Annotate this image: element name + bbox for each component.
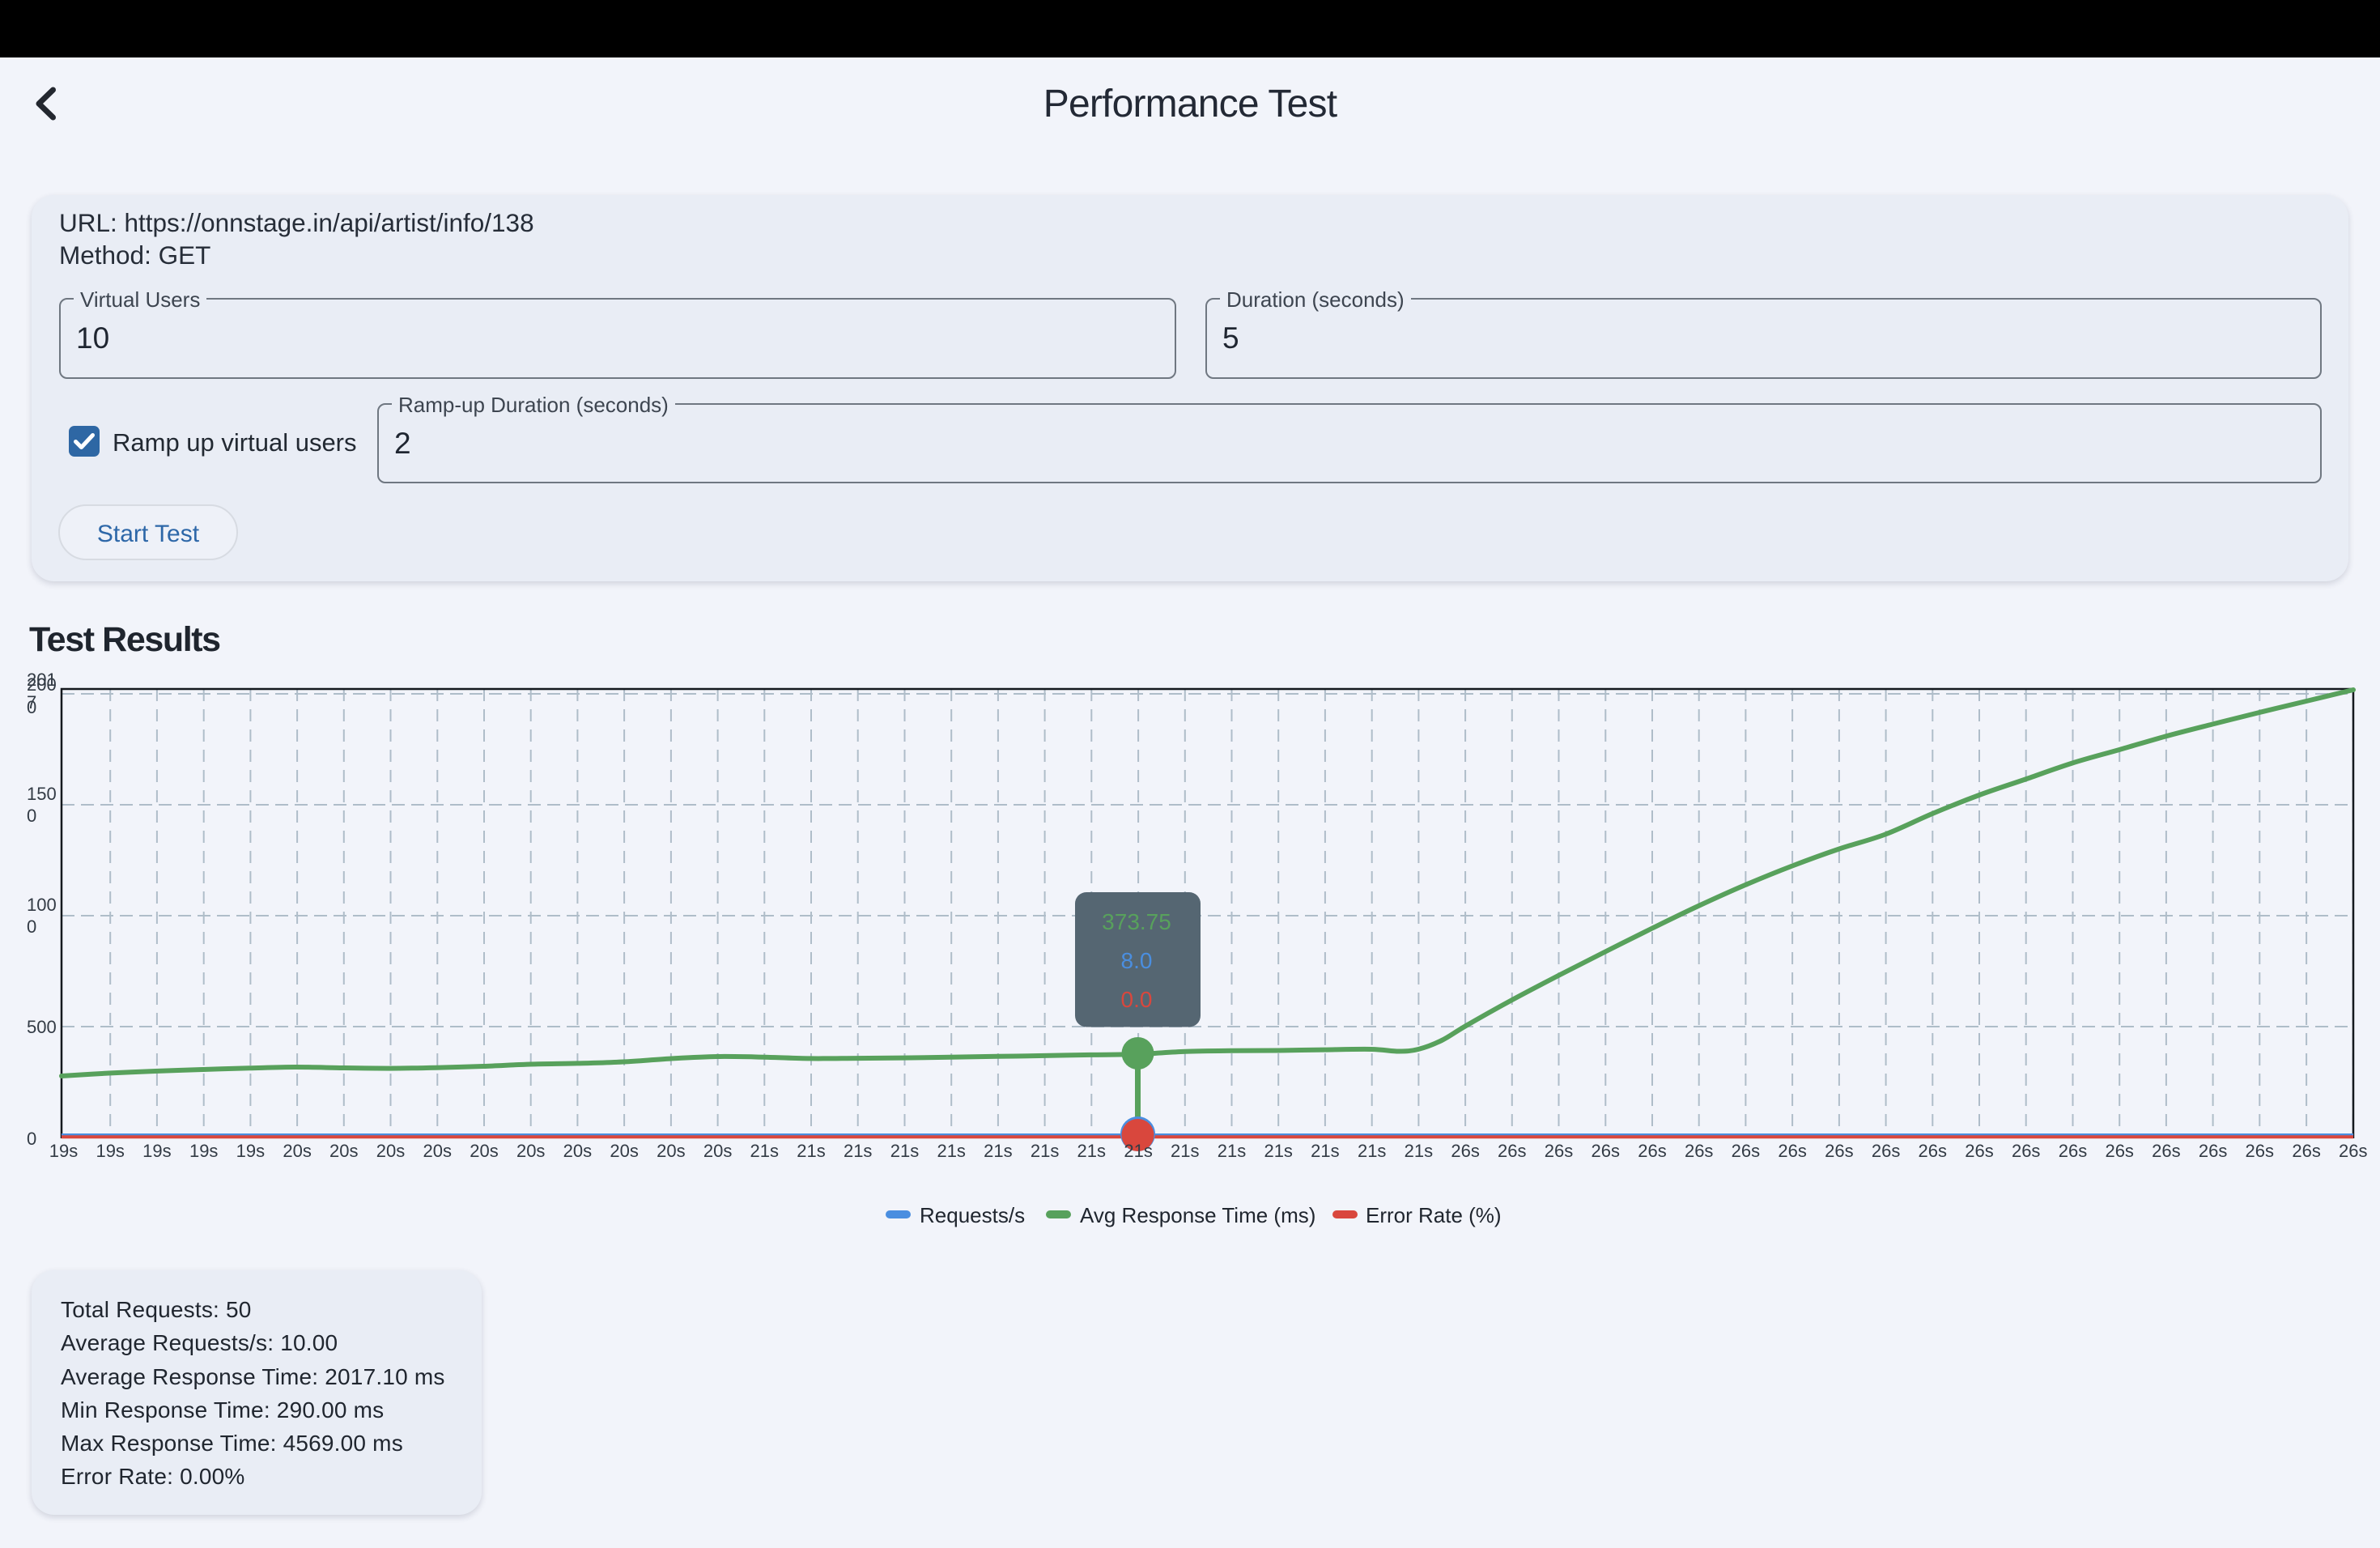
svg-text:20s: 20s [610, 1141, 638, 1161]
svg-text:26s: 26s [2152, 1141, 2180, 1161]
svg-text:26s: 26s [2012, 1141, 2040, 1161]
svg-text:100: 100 [27, 895, 57, 915]
svg-text:26s: 26s [2199, 1141, 2227, 1161]
svg-text:26s: 26s [2246, 1141, 2274, 1161]
svg-text:200: 200 [27, 674, 57, 695]
svg-text:26s: 26s [1778, 1141, 1806, 1161]
svg-text:21s: 21s [1358, 1141, 1386, 1161]
svg-text:20s: 20s [563, 1141, 592, 1161]
svg-text:26s: 26s [1965, 1141, 1993, 1161]
svg-text:26s: 26s [2105, 1141, 2133, 1161]
svg-text:19s: 19s [49, 1141, 78, 1161]
svg-text:20s: 20s [657, 1141, 685, 1161]
svg-text:21s: 21s [1124, 1141, 1152, 1161]
svg-text:20s: 20s [329, 1141, 358, 1161]
svg-text:21s: 21s [890, 1141, 919, 1161]
svg-text:20s: 20s [703, 1141, 732, 1161]
svg-text:26s: 26s [2339, 1141, 2367, 1161]
svg-text:26s: 26s [1732, 1141, 1760, 1161]
svg-text:19s: 19s [189, 1141, 218, 1161]
svg-text:19s: 19s [236, 1141, 265, 1161]
svg-text:26s: 26s [1638, 1141, 1666, 1161]
svg-text:0: 0 [27, 916, 36, 937]
svg-text:0: 0 [27, 806, 36, 826]
svg-text:26s: 26s [1825, 1141, 1853, 1161]
svg-text:20s: 20s [283, 1141, 311, 1161]
svg-text:26s: 26s [1872, 1141, 1900, 1161]
svg-text:26s: 26s [1545, 1141, 1573, 1161]
svg-text:19s: 19s [142, 1141, 171, 1161]
svg-text:26s: 26s [1592, 1141, 1620, 1161]
svg-text:26s: 26s [1498, 1141, 1526, 1161]
svg-text:26s: 26s [1451, 1141, 1479, 1161]
svg-text:21s: 21s [750, 1141, 779, 1161]
svg-text:26s: 26s [2292, 1141, 2320, 1161]
svg-text:7: 7 [27, 692, 36, 712]
svg-text:20s: 20s [423, 1141, 452, 1161]
svg-text:21s: 21s [1264, 1141, 1292, 1161]
svg-text:26s: 26s [2059, 1141, 2087, 1161]
svg-text:21s: 21s [1311, 1141, 1339, 1161]
svg-text:21s: 21s [937, 1141, 965, 1161]
svg-text:21s: 21s [1405, 1141, 1433, 1161]
svg-text:21s: 21s [844, 1141, 872, 1161]
svg-text:21s: 21s [1218, 1141, 1246, 1161]
svg-text:0: 0 [27, 1129, 36, 1149]
svg-text:26s: 26s [1685, 1141, 1713, 1161]
svg-text:8.0: 8.0 [1121, 948, 1153, 973]
svg-text:500: 500 [27, 1017, 57, 1037]
svg-text:21s: 21s [984, 1141, 1012, 1161]
svg-text:21s: 21s [1077, 1141, 1106, 1161]
svg-text:20s: 20s [470, 1141, 498, 1161]
svg-text:26s: 26s [1919, 1141, 1947, 1161]
svg-text:20s: 20s [376, 1141, 405, 1161]
svg-text:20s: 20s [516, 1141, 545, 1161]
svg-text:21s: 21s [1031, 1141, 1059, 1161]
svg-text:373.75: 373.75 [1102, 909, 1171, 934]
svg-text:0: 0 [27, 697, 36, 717]
svg-text:150: 150 [27, 784, 57, 804]
svg-text:0.0: 0.0 [1121, 987, 1153, 1012]
svg-text:201: 201 [27, 670, 57, 690]
svg-text:21s: 21s [1171, 1141, 1199, 1161]
svg-text:19s: 19s [96, 1141, 124, 1161]
svg-text:21s: 21s [797, 1141, 825, 1161]
